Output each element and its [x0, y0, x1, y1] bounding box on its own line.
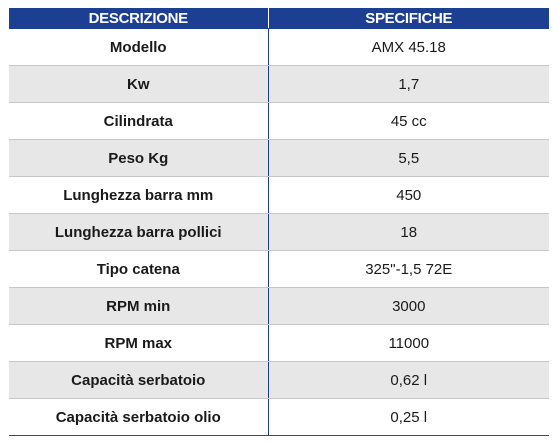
header-specifiche: SPECIFICHE	[268, 8, 549, 29]
row-label: RPM min	[9, 287, 269, 325]
row-label: Peso Kg	[9, 139, 269, 177]
table-row: RPM min 3000	[9, 287, 549, 325]
table-header: DESCRIZIONE SPECIFICHE	[9, 8, 549, 29]
row-label: Modello	[9, 28, 269, 66]
row-value: 5,5	[268, 139, 549, 177]
table-row: Kw 1,7	[9, 65, 549, 103]
table-body: Modello AMX 45.18 Kw 1,7 Cilindrata 45 c…	[9, 28, 549, 436]
table-row: RPM max 11000	[9, 324, 549, 362]
row-value: 3000	[268, 287, 549, 325]
row-value: 11000	[268, 324, 549, 362]
table-row: Modello AMX 45.18	[9, 28, 549, 66]
table-row: Cilindrata 45 cc	[9, 102, 549, 140]
row-value: AMX 45.18	[268, 28, 549, 66]
row-label: RPM max	[9, 324, 269, 362]
table-row: Tipo catena 325"-1,5 72E	[9, 250, 549, 288]
table-row: Lunghezza barra pollici 18	[9, 213, 549, 251]
row-value: 1,7	[268, 65, 549, 103]
row-label: Lunghezza barra pollici	[9, 213, 269, 251]
row-value: 0,25 l	[268, 398, 549, 436]
row-value: 325"-1,5 72E	[268, 250, 549, 288]
spec-table: DESCRIZIONE SPECIFICHE Modello AMX 45.18…	[9, 8, 549, 436]
table-row: Lunghezza barra mm 450	[9, 176, 549, 214]
header-row: DESCRIZIONE SPECIFICHE	[9, 8, 549, 29]
header-descrizione: DESCRIZIONE	[9, 8, 269, 29]
row-label: Kw	[9, 65, 269, 103]
row-label: Capacità serbatoio olio	[9, 398, 269, 436]
row-label: Cilindrata	[9, 102, 269, 140]
table-row: Peso Kg 5,5	[9, 139, 549, 177]
row-value: 450	[268, 176, 549, 214]
row-label: Lunghezza barra mm	[9, 176, 269, 214]
row-value: 18	[268, 213, 549, 251]
row-value: 0,62 l	[268, 361, 549, 399]
row-label: Tipo catena	[9, 250, 269, 288]
table-row: Capacità serbatoio 0,62 l	[9, 361, 549, 399]
table-row: Capacità serbatoio olio 0,25 l	[9, 398, 549, 436]
row-value: 45 cc	[268, 102, 549, 140]
row-label: Capacità serbatoio	[9, 361, 269, 399]
